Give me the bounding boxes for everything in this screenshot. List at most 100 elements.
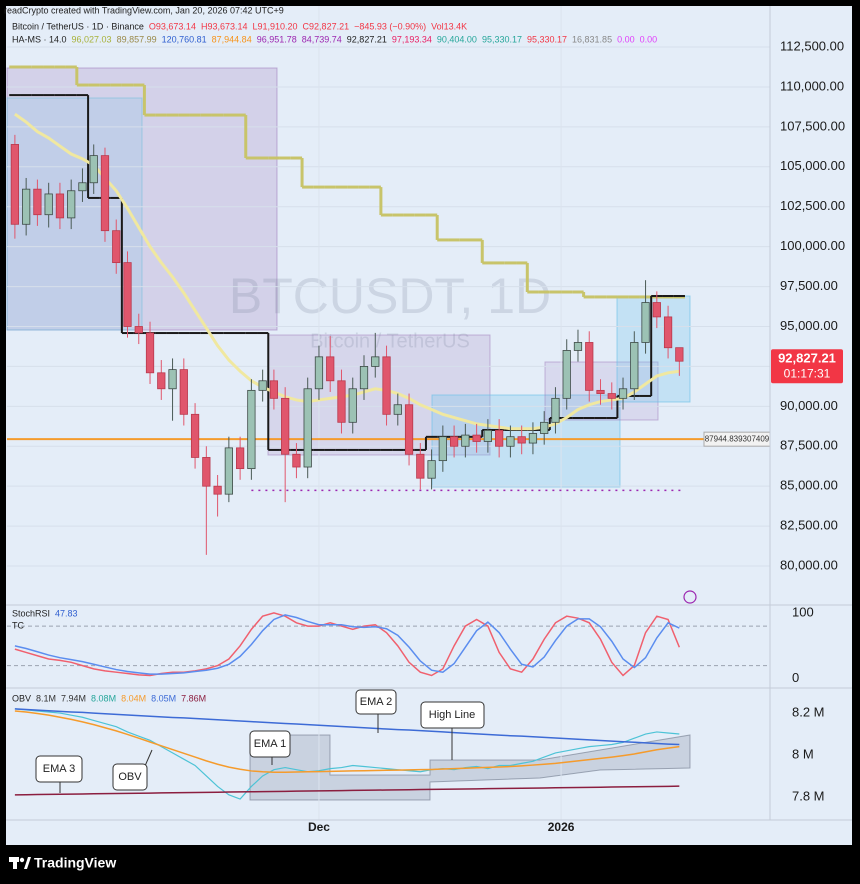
candle-body <box>134 326 143 334</box>
callout-box <box>35 755 83 783</box>
indicator-value: 96,027.03 <box>72 34 112 44</box>
candle-body <box>506 436 515 447</box>
y-tick-label: 7.8 M <box>792 788 825 803</box>
y-tick-label: 105,000.00 <box>780 158 845 173</box>
callout-label: EMA 2 <box>360 696 392 708</box>
pane-legend-value: 8.05M <box>151 693 176 703</box>
callout: EMA 1 <box>249 730 291 765</box>
candle-body <box>461 434 470 447</box>
indicator-value: 97,193.34 <box>392 34 432 44</box>
candle-body <box>427 460 436 479</box>
candle-body <box>78 182 87 192</box>
series-line <box>14 710 680 773</box>
brand-logo <box>9 857 31 869</box>
countdown-label: 01:17:31 <box>784 366 831 380</box>
candle-body <box>314 356 324 390</box>
candle-body <box>100 155 110 232</box>
plot: 80,000.00 82,500.00 85,000.00 87,500.00 90,0… <box>7 6 845 834</box>
candle-body <box>44 193 53 216</box>
candle-body <box>179 369 188 415</box>
candle-body <box>393 404 402 415</box>
legend-row: HA-MS · 14.0 96,027.03 89,857.99 120,760.81… <box>12 34 657 44</box>
candle-body <box>269 380 279 399</box>
indicator-value: 16,831.85 <box>572 34 612 44</box>
candle-body <box>10 144 19 225</box>
footer-bar <box>0 845 860 884</box>
symbol: Bitcoin / TetherUS · 1D · Binance <box>12 21 144 31</box>
callout-box <box>112 763 148 791</box>
watermark: BTCUSDT, 1D <box>229 268 551 324</box>
ohlc-value: L91,910.20 <box>253 21 298 31</box>
ohlc-value: O93,673.14 <box>149 21 196 31</box>
candle-body <box>55 193 65 219</box>
callout-label: EMA 1 <box>254 738 286 750</box>
candle-body <box>190 413 200 458</box>
candle-body <box>247 389 256 470</box>
callout: EMA 3 <box>35 755 83 793</box>
candle-body <box>528 433 538 444</box>
candle-body <box>123 262 132 327</box>
overlay-line <box>14 112 680 431</box>
pane-legend-value: 8.04M <box>121 693 146 703</box>
callout-label: EMA 3 <box>43 763 75 775</box>
callout-box <box>249 730 291 758</box>
candle-body <box>483 429 493 442</box>
indicator-value: 89,857.99 <box>117 34 157 44</box>
candle-body <box>303 388 312 468</box>
y-tick-label: 8 M <box>792 746 814 761</box>
candle-body <box>675 347 684 362</box>
pane-legend-tag: TC <box>12 620 24 630</box>
callout-box <box>420 701 485 729</box>
indicator-name: HA-MS · 14.0 <box>12 34 67 44</box>
price-line-label: 87944.839307409 <box>705 434 770 443</box>
y-tick-label: 100 <box>792 604 814 619</box>
series-line <box>14 785 680 796</box>
indicator-value: 0.00 <box>640 34 658 44</box>
callout: High Line <box>420 701 485 760</box>
callout-label: OBV <box>118 771 142 783</box>
series-line <box>14 708 680 746</box>
indicator-value: 120,760.81 <box>162 34 207 44</box>
candle-body <box>404 404 414 455</box>
indicator-value: 90,404.00 <box>437 34 477 44</box>
x-tick-label: Dec <box>308 820 330 834</box>
candle-body <box>258 380 267 391</box>
indicator-value: 95,330.17 <box>527 34 567 44</box>
candle-body <box>33 188 42 216</box>
candle-body <box>112 230 121 264</box>
y-tick-label: 87,500.00 <box>780 438 838 453</box>
candle-body <box>573 342 583 351</box>
candle-body <box>292 453 301 468</box>
pane-legend: OBV <box>12 693 31 703</box>
alert-icon[interactable] <box>683 590 697 604</box>
candle-body <box>382 356 391 415</box>
logo-part <box>19 857 25 863</box>
candle-body <box>337 380 346 423</box>
candle-body <box>89 155 98 184</box>
candle-body <box>236 447 245 470</box>
series-line <box>14 612 681 677</box>
candle-body <box>67 190 76 219</box>
y-tick-label: 0 <box>792 670 799 685</box>
y-tick-label: 100,000.00 <box>780 238 845 253</box>
candle-body <box>168 369 177 390</box>
y-tick-label: 95,000.00 <box>780 318 838 333</box>
candle-body <box>145 332 155 374</box>
pane-legend-value: 7.86M <box>181 693 206 703</box>
indicator-value: 0.00 <box>617 34 635 44</box>
candle-body <box>630 342 639 390</box>
logo-part <box>13 857 17 869</box>
candle-body <box>663 316 673 349</box>
pane-legend-value: 47.83 <box>55 608 78 618</box>
candle-body <box>585 342 594 391</box>
series-line <box>14 708 680 800</box>
range-boxes <box>6 67 691 801</box>
series-line <box>14 614 680 675</box>
brand[interactable]: TradingView <box>34 855 116 871</box>
callout: OBV <box>112 749 153 791</box>
callouts: EMA 2 High Line EMA 1 EMA 3 OBV <box>35 689 485 793</box>
pane-legend-value: 8.08M <box>91 693 116 703</box>
indicator-value: 87,944.84 <box>212 34 252 44</box>
candle-body <box>348 388 357 423</box>
